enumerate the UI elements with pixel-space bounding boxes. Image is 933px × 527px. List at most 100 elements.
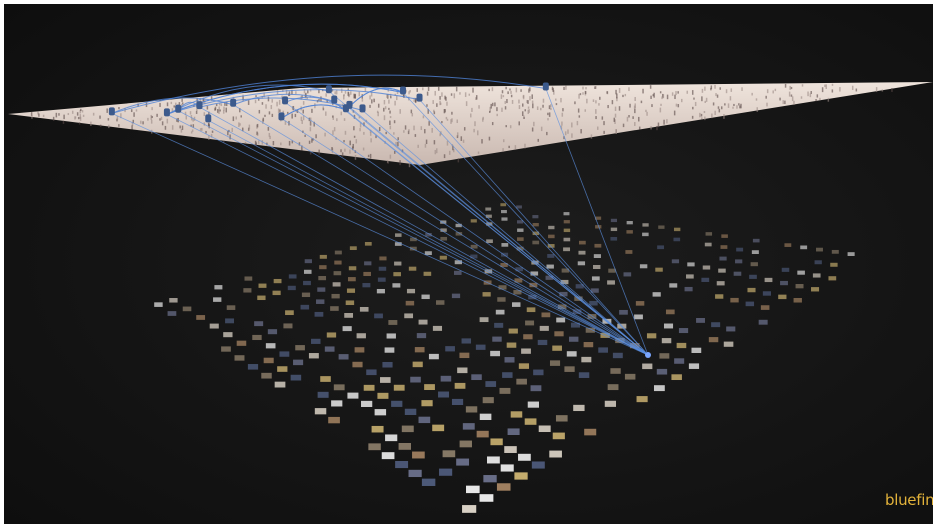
- speckle: [301, 94, 303, 98]
- speckle: [607, 105, 609, 109]
- document-tile: [440, 228, 447, 232]
- speckle: [457, 158, 460, 163]
- document-tile: [318, 276, 327, 281]
- speckle: [384, 106, 387, 110]
- speckle: [413, 125, 415, 131]
- document-tile: [669, 283, 678, 288]
- speckle: [522, 103, 524, 107]
- speckle: [510, 94, 513, 98]
- document-tile: [209, 323, 219, 329]
- document-tile: [295, 345, 305, 351]
- speckle: [255, 142, 258, 146]
- speckle: [425, 139, 428, 145]
- speckle: [693, 97, 695, 100]
- speckle: [439, 133, 441, 137]
- document-tile: [479, 413, 492, 421]
- speckle: [739, 105, 741, 109]
- document-tile: [462, 423, 475, 430]
- speckle: [361, 99, 364, 102]
- document-tile: [847, 252, 855, 256]
- speckle: [692, 106, 694, 110]
- speckle: [393, 120, 396, 124]
- document-tile: [346, 288, 356, 293]
- speckle: [353, 126, 355, 131]
- node: [282, 96, 289, 105]
- speckle: [164, 125, 167, 130]
- link-line: [334, 101, 649, 356]
- speckle: [700, 113, 703, 117]
- speckle: [241, 127, 244, 132]
- speckle: [650, 95, 652, 99]
- speckle: [276, 101, 278, 107]
- speckle: [256, 133, 259, 136]
- document-tile: [169, 298, 178, 303]
- speckle: [521, 111, 524, 116]
- document-tile: [438, 391, 450, 398]
- document-tile: [800, 245, 808, 250]
- document-tile: [416, 333, 427, 339]
- speckle: [424, 143, 427, 148]
- speckle: [326, 99, 328, 103]
- speckle: [76, 112, 79, 116]
- document-tile: [665, 309, 675, 315]
- speckle: [179, 125, 181, 129]
- document-tile: [319, 265, 327, 270]
- speckle: [271, 113, 274, 117]
- speckle: [189, 111, 192, 115]
- document-tile: [409, 246, 417, 251]
- document-tile: [663, 323, 674, 329]
- speckle: [178, 102, 181, 106]
- speckle: [634, 96, 636, 102]
- document-tile: [719, 256, 727, 261]
- speckle: [166, 102, 169, 107]
- document-tile: [814, 260, 822, 265]
- speckle: [660, 103, 662, 106]
- speckle: [137, 103, 139, 107]
- speckle: [195, 110, 198, 114]
- speckle: [118, 107, 120, 110]
- speckle: [38, 113, 40, 117]
- speckle: [784, 83, 787, 88]
- document-tile: [559, 291, 568, 297]
- speckle: [258, 109, 261, 114]
- document-tile: [506, 342, 517, 348]
- document-tile: [781, 267, 790, 272]
- document-tile: [537, 339, 548, 346]
- document-tile: [406, 288, 416, 294]
- document-tile: [317, 391, 329, 398]
- speckle: [650, 126, 652, 130]
- document-tile: [391, 400, 403, 407]
- speckle: [414, 134, 417, 137]
- speckle: [262, 119, 264, 124]
- speckle: [657, 122, 660, 128]
- speckle: [615, 89, 617, 95]
- link-line: [166, 114, 649, 356]
- speckle: [206, 106, 209, 110]
- speckle: [518, 121, 520, 126]
- document-tile: [424, 384, 435, 391]
- document-tile: [532, 215, 539, 219]
- document-tile: [428, 353, 439, 360]
- document-tile: [673, 237, 681, 242]
- speckle: [446, 101, 448, 106]
- speckle: [261, 95, 264, 99]
- document-tile: [226, 305, 236, 310]
- document-tile: [459, 352, 470, 359]
- speckle: [408, 162, 411, 168]
- document-tile: [279, 351, 290, 357]
- speckle: [340, 88, 343, 93]
- node: [416, 93, 423, 102]
- document-tile: [607, 384, 619, 391]
- document-tile: [459, 440, 472, 448]
- speckle: [500, 94, 503, 99]
- speckle: [385, 131, 387, 135]
- document-tile: [451, 293, 461, 299]
- document-tile: [490, 438, 503, 446]
- document-tile: [575, 284, 584, 289]
- speckle: [653, 92, 655, 98]
- speckle: [335, 90, 338, 95]
- document-tile: [362, 283, 371, 288]
- speckle: [408, 91, 410, 95]
- document-tile: [549, 450, 562, 458]
